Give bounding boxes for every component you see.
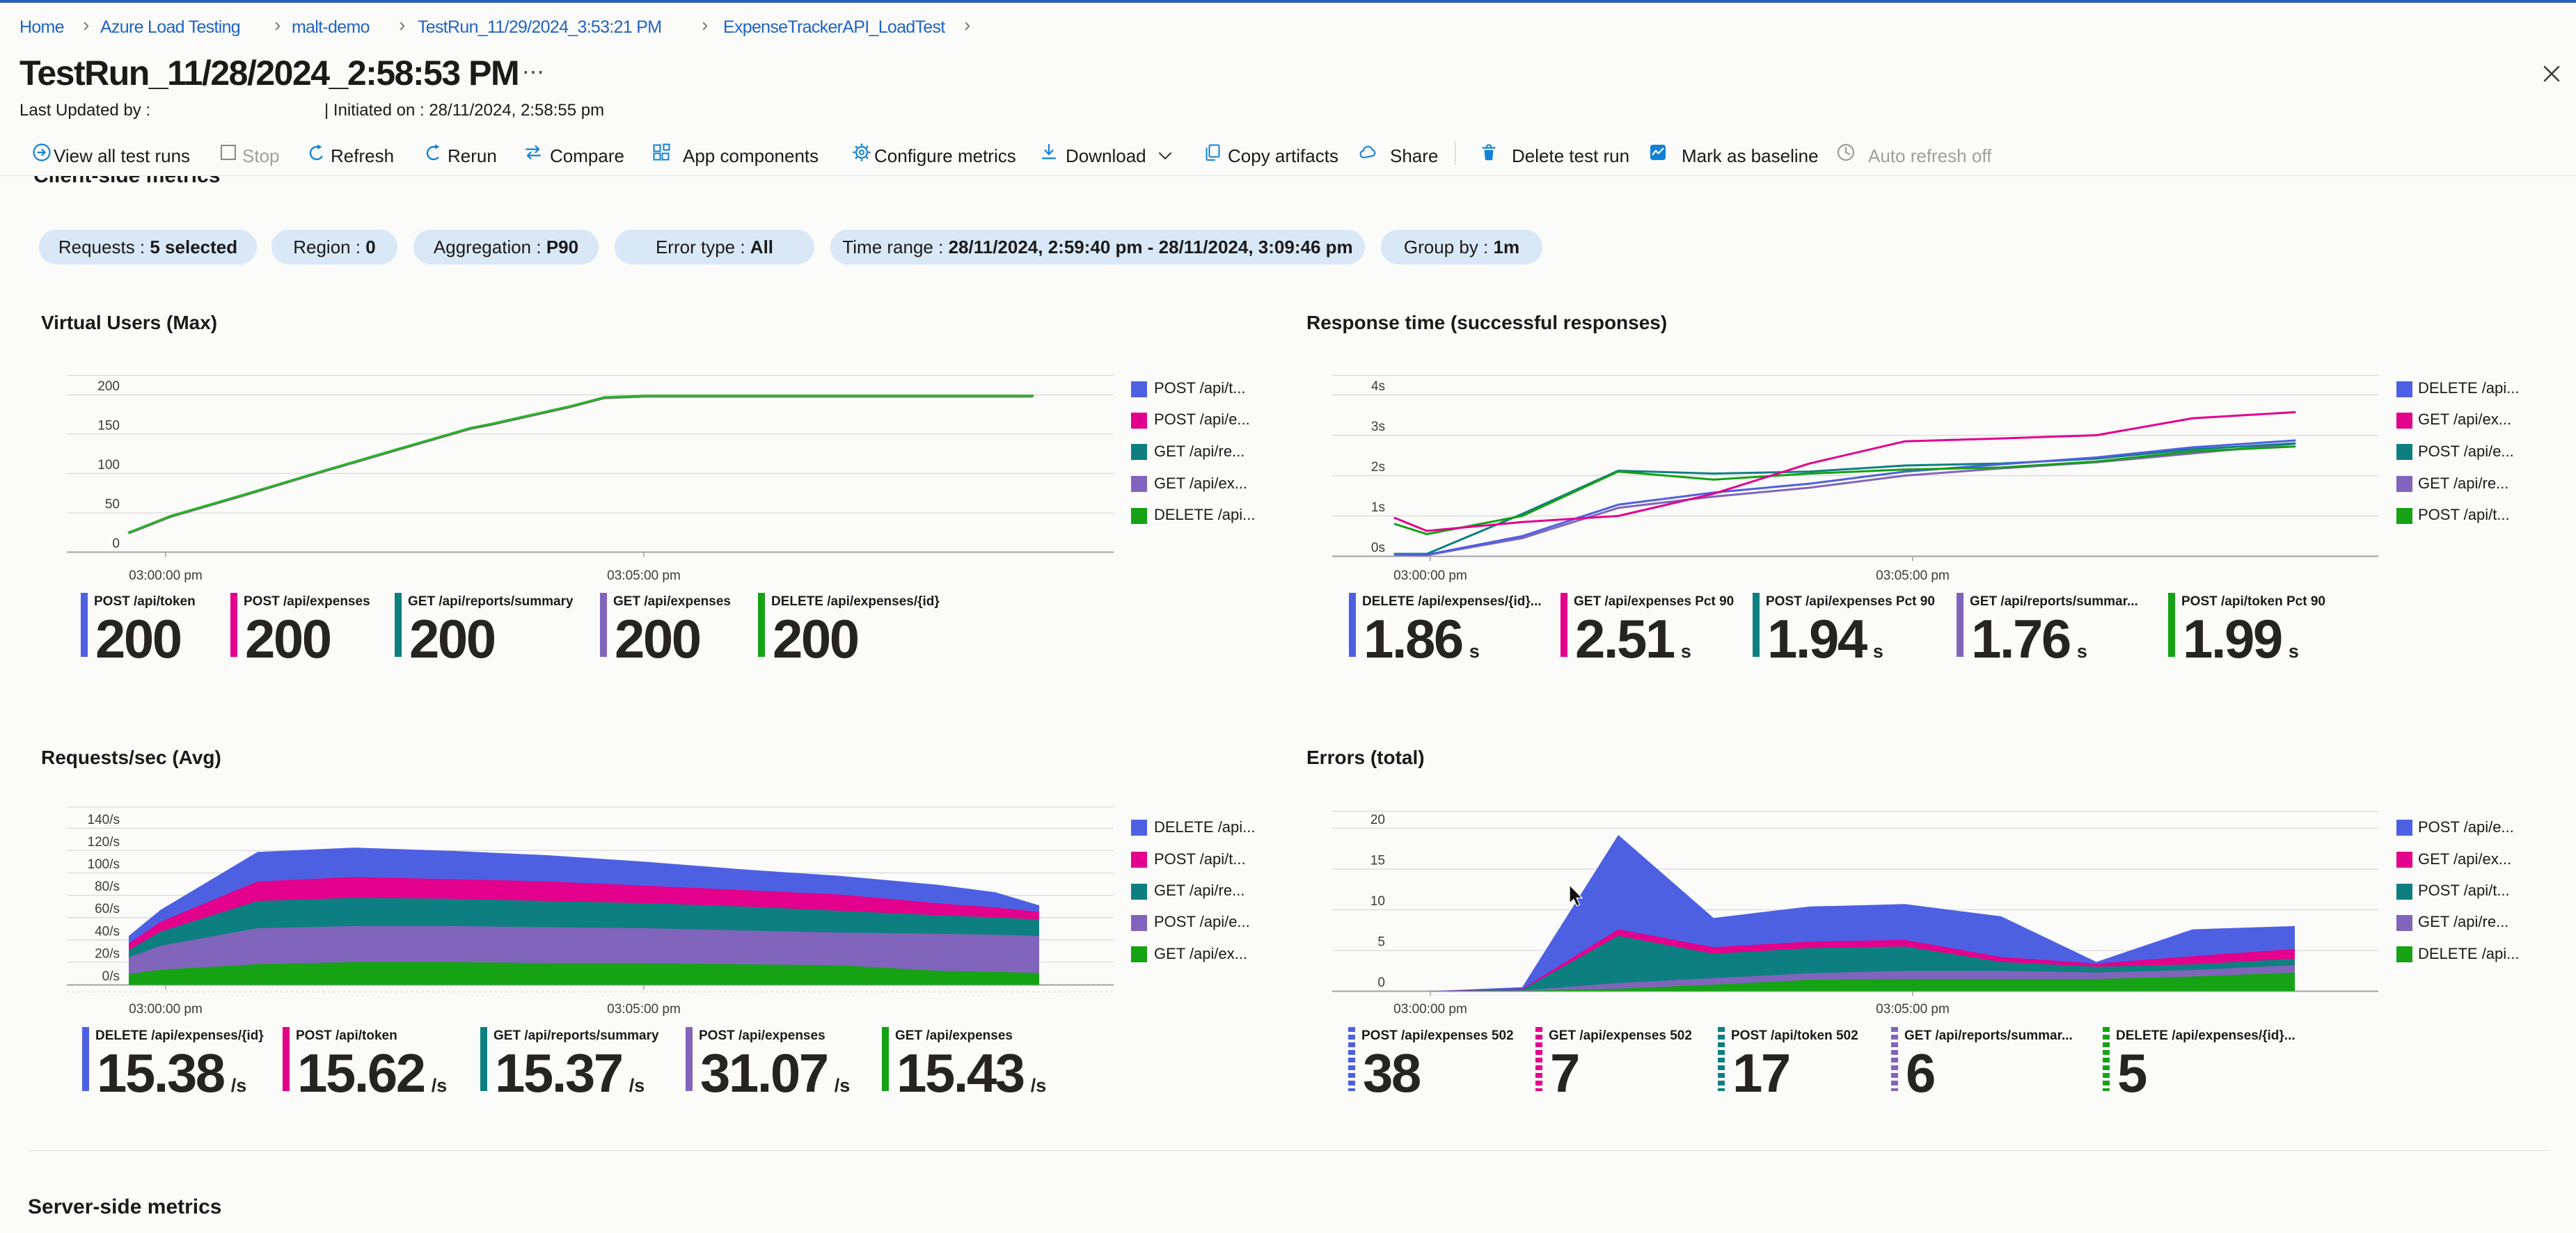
- svg-text:5: 5: [1377, 935, 1385, 950]
- svg-text:1s: 1s: [1371, 500, 1385, 515]
- svg-text:60/s: 60/s: [95, 902, 120, 916]
- svg-text:03:00:00 pm: 03:00:00 pm: [129, 568, 203, 583]
- svg-text:0: 0: [112, 536, 120, 551]
- svg-text:150: 150: [97, 419, 120, 433]
- svg-text:10: 10: [1370, 894, 1385, 909]
- svg-text:80/s: 80/s: [95, 880, 120, 894]
- svg-text:200: 200: [97, 379, 120, 394]
- svg-text:4s: 4s: [1371, 379, 1385, 394]
- svg-text:3s: 3s: [1371, 420, 1385, 434]
- svg-text:100: 100: [97, 458, 120, 472]
- svg-text:03:05:00 pm: 03:05:00 pm: [607, 1002, 681, 1017]
- svg-text:0/s: 0/s: [102, 969, 120, 984]
- svg-text:03:05:00 pm: 03:05:00 pm: [1876, 1002, 1950, 1017]
- svg-text:03:05:00 pm: 03:05:00 pm: [1876, 568, 1950, 583]
- svg-text:2s: 2s: [1371, 460, 1385, 475]
- svg-text:0: 0: [1377, 976, 1385, 990]
- svg-text:03:05:00 pm: 03:05:00 pm: [607, 568, 681, 583]
- svg-text:03:00:00 pm: 03:00:00 pm: [1393, 568, 1467, 583]
- svg-text:15: 15: [1370, 854, 1385, 868]
- svg-text:120/s: 120/s: [88, 835, 120, 850]
- svg-text:20/s: 20/s: [95, 946, 120, 961]
- svg-text:40/s: 40/s: [95, 924, 120, 939]
- svg-text:03:00:00 pm: 03:00:00 pm: [129, 1002, 203, 1017]
- svg-text:140/s: 140/s: [88, 813, 120, 827]
- svg-text:03:00:00 pm: 03:00:00 pm: [1393, 1002, 1467, 1017]
- svg-text:100/s: 100/s: [88, 857, 120, 872]
- svg-text:0s: 0s: [1371, 541, 1385, 555]
- svg-text:20: 20: [1370, 813, 1385, 827]
- svg-text:50: 50: [105, 498, 120, 512]
